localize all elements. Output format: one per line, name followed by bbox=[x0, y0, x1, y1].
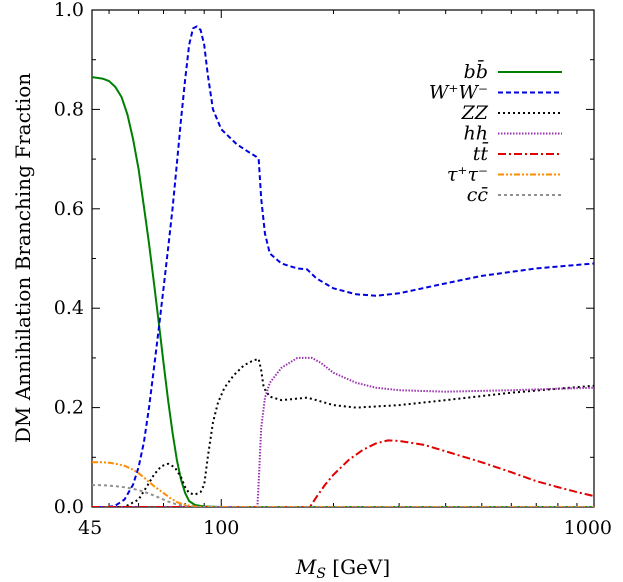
y-tick-label: 0.8 bbox=[54, 98, 84, 120]
y-tick-label: 0.4 bbox=[54, 297, 84, 319]
legend-label-3: hh bbox=[464, 123, 488, 145]
x-axis-title: MS [GeV] bbox=[295, 555, 390, 582]
y-axis-title: DM Annihilation Branching Fraction bbox=[11, 73, 35, 443]
y-tick-label: 0.2 bbox=[54, 397, 84, 419]
legend-label-4: tt̄ bbox=[473, 141, 489, 165]
series-line-2 bbox=[92, 357, 594, 507]
series-line-1 bbox=[92, 25, 594, 507]
series-line-6 bbox=[92, 484, 594, 507]
legend-label-1: W⁺W⁻ bbox=[429, 82, 488, 104]
legend-label-0: bb̄ bbox=[464, 59, 488, 83]
legend-label-5: τ⁺τ⁻ bbox=[447, 164, 488, 186]
legend-label-2: ZZ bbox=[461, 102, 489, 124]
series-line-4 bbox=[92, 439, 594, 507]
series-line-3 bbox=[92, 356, 594, 507]
y-tick-label: 0.0 bbox=[54, 496, 84, 518]
y-tick-label: 0.6 bbox=[54, 198, 84, 220]
series-line-5 bbox=[92, 461, 594, 507]
legend-label-6: cc̄ bbox=[467, 184, 489, 206]
x-tick-label: 100 bbox=[203, 517, 239, 539]
y-tick-label: 1.0 bbox=[54, 0, 84, 21]
x-tick-label: 1000 bbox=[564, 517, 612, 539]
series-line-0 bbox=[92, 76, 594, 507]
x-tick-label: 45 bbox=[78, 517, 102, 539]
